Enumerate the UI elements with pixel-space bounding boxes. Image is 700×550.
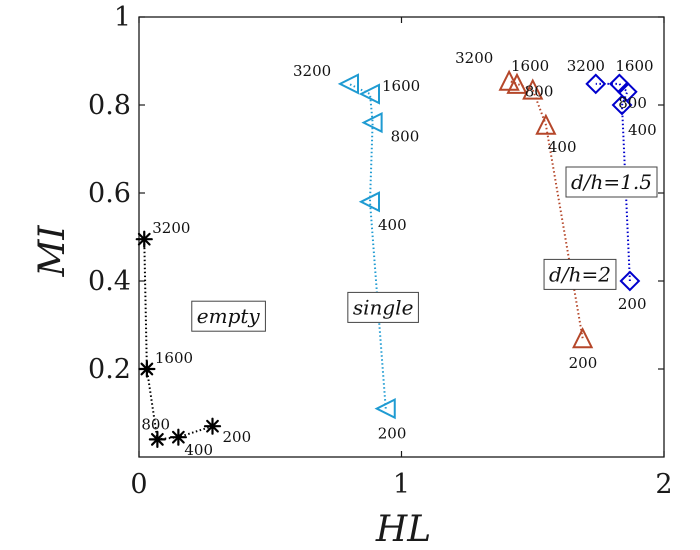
y-tick-label: 0.6	[88, 178, 131, 209]
point-marker-d-h-2	[506, 72, 528, 94]
point-marker-empty	[169, 428, 187, 446]
point-marker-d-h-1-5	[619, 270, 641, 292]
annotation-box	[543, 258, 617, 290]
x-tick-label: 0	[130, 469, 147, 500]
annotation-box	[191, 300, 266, 332]
annotations: empty single d/h=2 d/h=1.5	[191, 166, 658, 332]
point-label-d-h-2: 3200	[455, 49, 493, 67]
point-label-d-h-1-5: 200	[618, 295, 647, 313]
point-marker-empty	[138, 360, 156, 378]
point-label-d-h-1-5: 400	[628, 121, 657, 139]
point-label-d-h-1-5: 1600	[615, 57, 653, 75]
point-label-single: 1600	[382, 77, 420, 95]
annotation-text: d/h=1.5	[571, 170, 652, 194]
point-label-empty: 800	[141, 415, 170, 433]
point-marker-empty	[203, 417, 222, 435]
point-label-d-h-2: 200	[569, 354, 598, 372]
annotation-d-h-1-5: d/h=1.5	[565, 166, 658, 198]
y-tick-label: 0.8	[88, 90, 131, 121]
point-marker-single	[358, 191, 380, 213]
point-marker-d-h-2	[498, 69, 520, 91]
point-labels: 200 400 800 1600 3200 200 400 800 1600 3200 200 400…	[141, 49, 656, 459]
point-label-empty: 400	[184, 441, 213, 459]
point-marker-empty	[148, 430, 166, 448]
point-label-d-h-2: 800	[525, 83, 554, 101]
x-axis-title: HL	[375, 509, 431, 550]
y-tick-label: 0.4	[88, 266, 131, 297]
annotation-text: empty	[197, 304, 261, 328]
x-tick-label: 2	[655, 469, 672, 500]
point-label-empty: 3200	[152, 219, 190, 237]
point-marker-single	[374, 397, 396, 420]
point-label-d-h-2: 400	[548, 138, 577, 156]
annotation-single: single	[347, 291, 419, 323]
annotation-box	[347, 291, 419, 323]
series-line-single	[348, 82, 387, 409]
point-label-single: 400	[378, 216, 407, 234]
point-marker-single	[358, 83, 380, 105]
x-tick-label: 1	[393, 469, 410, 500]
annotation-empty: empty	[191, 300, 266, 332]
point-marker-d-h-2	[535, 113, 557, 135]
series-line-d-h-2	[508, 79, 584, 339]
point-marker-d-h-1-5	[611, 94, 633, 116]
point-label-single: 3200	[293, 62, 331, 80]
series-line-empty	[143, 239, 213, 441]
point-label-empty: 1600	[155, 349, 193, 367]
annotation-d-h-2: d/h=2	[543, 258, 617, 290]
point-marker-d-h-2	[572, 326, 594, 349]
annotation-text: single	[353, 295, 414, 319]
y-tick-label: 1	[114, 2, 131, 33]
point-label-d-h-1-5: 3200	[567, 57, 605, 75]
annotation-box	[565, 166, 658, 198]
point-marker-single	[361, 111, 383, 134]
point-marker-d-h-1-5	[585, 73, 607, 95]
point-label-d-h-1-5: 800	[618, 94, 647, 112]
series-markers	[135, 69, 641, 448]
point-marker-d-h-1-5	[616, 81, 638, 103]
point-marker-single	[337, 73, 359, 95]
point-marker-d-h-2	[522, 78, 544, 100]
annotation-text: d/h=2	[549, 262, 611, 286]
y-tick-label: 0.2	[88, 354, 131, 385]
point-marker-empty	[135, 230, 153, 248]
point-label-d-h-2: 1600	[511, 57, 549, 75]
axes: 0 1 2 0.2 0.4 0.6 0.8 1 HL MI	[32, 2, 673, 550]
point-marker-d-h-1-5	[608, 73, 630, 95]
point-label-single: 200	[378, 425, 407, 443]
point-label-empty: 200	[223, 428, 252, 446]
point-label-single: 800	[391, 128, 420, 146]
y-axis-title: MI	[32, 225, 73, 278]
